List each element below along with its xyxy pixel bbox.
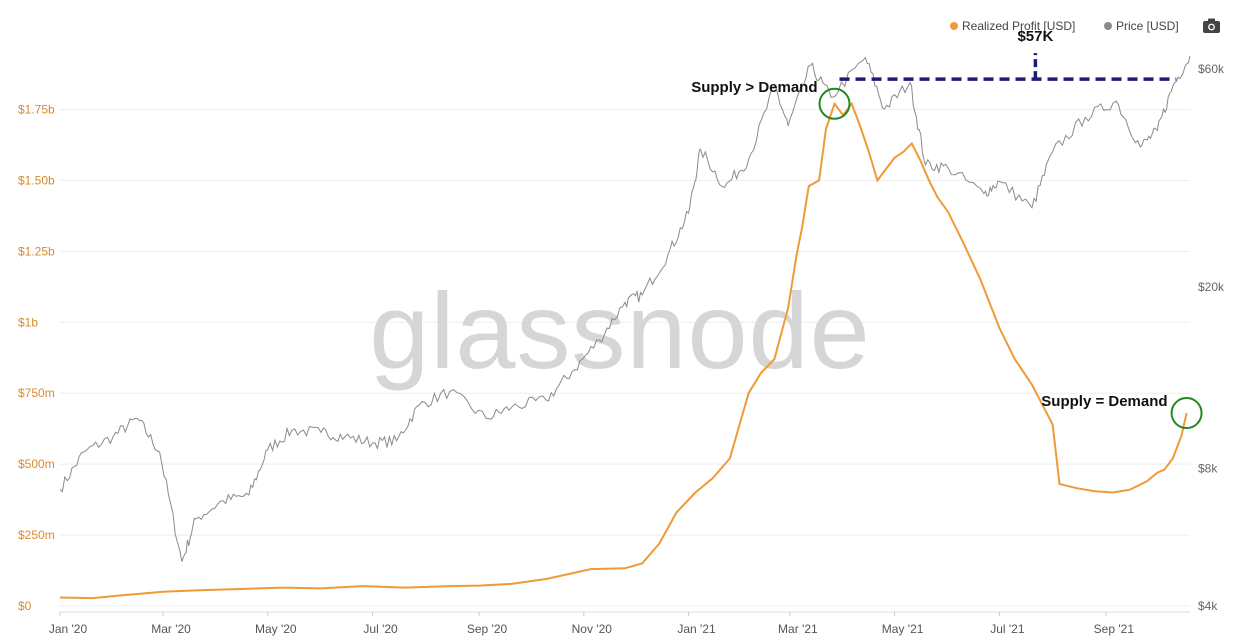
x-axis: Jan '20 Mar '20 May '20 Jul '20 Sep '20 Nov '…: [49, 612, 1135, 636]
camera-icon[interactable]: [1203, 18, 1220, 34]
x-tick-label: Jan '21: [677, 622, 716, 636]
legend-marker-realized-profit[interactable]: [950, 22, 958, 30]
annotations: Supply > Demand Supply = Demand $57K: [691, 28, 1203, 430]
y-left-tick-label: $0: [18, 599, 32, 613]
x-tick-label: Mar '21: [778, 622, 818, 636]
y-right-tick-label: $8k: [1198, 462, 1218, 476]
gridlines: [60, 108, 1190, 613]
y-left-tick-label: $1b: [18, 315, 38, 329]
legend-label-price[interactable]: Price [USD]: [1116, 19, 1179, 33]
right-axis: $4k $8k $20k $60k: [1198, 62, 1225, 613]
x-tick-label: Jul '20: [363, 622, 398, 636]
y-left-tick-label: $1.50b: [18, 173, 55, 187]
realized-profit-series-line[interactable]: [59, 101, 1188, 600]
annotation-circle-current: [1170, 397, 1203, 430]
x-tick-label: May '20: [255, 622, 297, 636]
y-right-tick-label: $20k: [1198, 280, 1225, 294]
annotation-supply-equals-demand: Supply = Demand: [1041, 393, 1167, 410]
x-tick-label: Sep '21: [1094, 622, 1135, 636]
price-series-line[interactable]: [59, 55, 1191, 562]
watermark: glassnode: [369, 270, 870, 391]
legend-marker-price[interactable]: [1104, 22, 1112, 30]
left-axis: $0 $250m $500m $750m $1b $1.25b $1.50b $1.75b: [18, 102, 55, 613]
legend: Realized Profit [USD] Price [USD]: [950, 19, 1179, 33]
x-tick-label: Sep '20: [467, 622, 508, 636]
y-left-tick-label: $250m: [18, 528, 55, 542]
y-left-tick-label: $1.75b: [18, 102, 55, 116]
y-left-tick-label: $500m: [18, 457, 55, 471]
annotation-circle-peak: [818, 87, 851, 120]
y-left-tick-label: $1.25b: [18, 244, 55, 258]
legend-label-realized-profit[interactable]: Realized Profit [USD]: [962, 19, 1075, 33]
x-tick-label: Jul '21: [990, 622, 1025, 636]
x-tick-label: Jan '20: [49, 622, 88, 636]
x-tick-label: Mar '20: [151, 622, 191, 636]
y-left-tick-label: $750m: [18, 386, 55, 400]
x-tick-label: Nov '20: [572, 622, 613, 636]
annotation-supply-greater-than-demand: Supply > Demand: [691, 79, 817, 96]
y-right-tick-label: $4k: [1198, 599, 1218, 613]
y-right-tick-label: $60k: [1198, 62, 1225, 76]
x-tick-label: May '21: [882, 622, 924, 636]
annotation-57k-label: $57K: [1017, 28, 1053, 45]
